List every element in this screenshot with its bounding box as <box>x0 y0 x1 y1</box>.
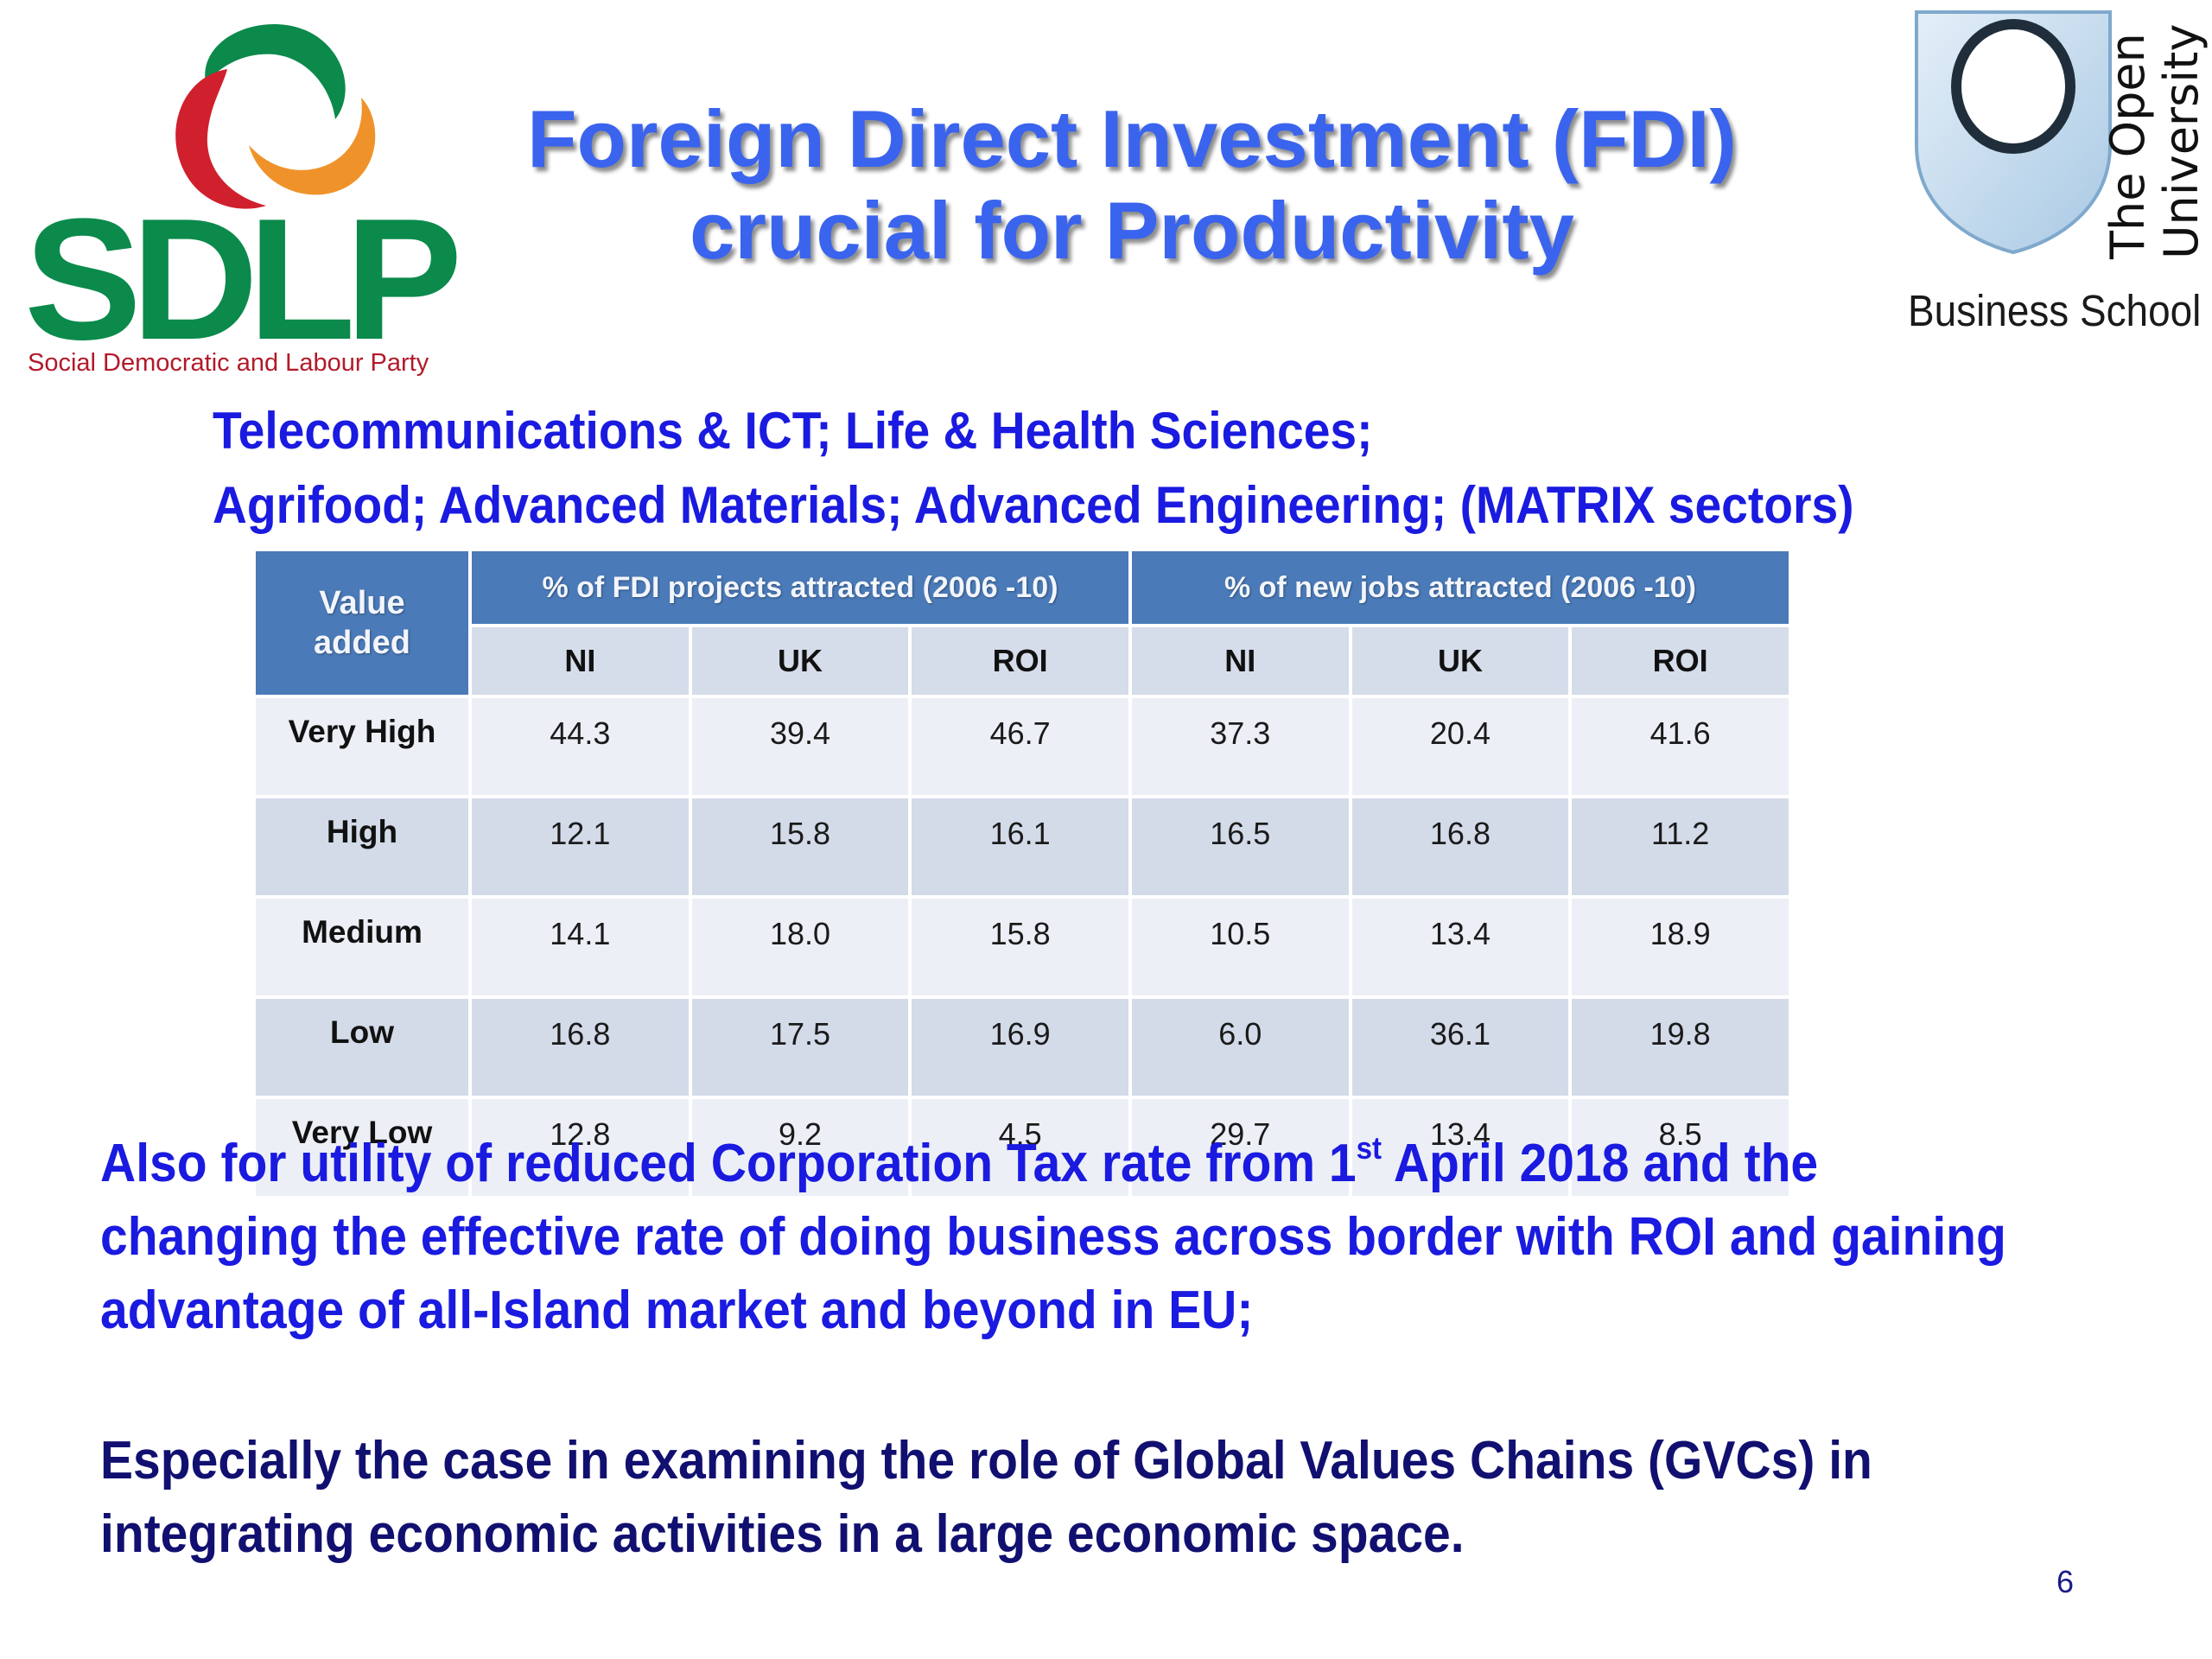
subheader-uk: UK <box>691 627 909 695</box>
corporation-tax-paragraph: Also for utility of reduced Corporation … <box>100 1127 2122 1347</box>
table-cell: 16.5 <box>1131 798 1349 895</box>
row-label: High <box>256 798 468 895</box>
subheader-ni: NI <box>472 627 689 695</box>
corner-line1: Value <box>319 585 405 621</box>
table-cell: 6.0 <box>1131 999 1349 1096</box>
paragraph1-line2: changing the effective rate of doing bus… <box>100 1207 2006 1267</box>
table-cell: 16.9 <box>912 999 1128 1096</box>
table-cell: 16.1 <box>912 798 1128 895</box>
table-cell: 13.4 <box>1351 899 1569 995</box>
row-label: Very Low <box>256 1099 468 1196</box>
table-cell: 44.3 <box>472 698 689 795</box>
table-cell: 8.5 <box>1572 1099 1789 1196</box>
gvc-paragraph: Especially the case in examining the rol… <box>100 1424 2122 1571</box>
table-cell: 16.8 <box>1351 798 1569 895</box>
paragraph1-line1-before: Also for utility of reduced Corporation … <box>100 1134 1357 1193</box>
table-cell: 41.6 <box>1572 698 1789 795</box>
slide-title-line1: Foreign Direct Investment (FDI) <box>527 93 1737 184</box>
table-row: Medium 14.1 18.0 15.8 10.5 13.4 18.9 <box>256 899 1789 995</box>
row-label: Very High <box>256 698 468 795</box>
ou-name-line1: The Open <box>2101 33 2155 259</box>
table-cell: 15.8 <box>912 899 1128 995</box>
table-cell: 18.0 <box>691 899 909 995</box>
group-header-projects: % of FDI projects attracted (2006 -10) <box>472 551 1128 624</box>
sectors-line2: Agrifood; Advanced Materials; Advanced E… <box>213 476 1854 534</box>
table-cell: 29.7 <box>1131 1099 1349 1196</box>
table-cell: 36.1 <box>1351 999 1569 1096</box>
subheader-roi: ROI <box>1572 627 1789 695</box>
table-cell: 16.8 <box>472 999 689 1096</box>
table-cell: 39.4 <box>691 698 909 795</box>
slide-title: Foreign Direct Investment (FDI) crucial … <box>484 93 1780 276</box>
table-cell: 19.8 <box>1572 999 1789 1096</box>
sdlp-tagline: Social Democratic and Labour Party <box>28 349 429 377</box>
sdlp-wordmark: SDLP <box>24 183 462 376</box>
open-university-logo: The Open University Business School <box>1901 7 2212 353</box>
table-cell: 37.3 <box>1131 698 1349 795</box>
paragraph1-line1: Also for utility of reduced Corporation … <box>100 1127 1961 1200</box>
table-cell: 4.5 <box>912 1099 1128 1196</box>
ordinal-superscript: st <box>1356 1130 1382 1166</box>
subheader-roi: ROI <box>912 627 1128 695</box>
group-header-jobs: % of new jobs attracted (2006 -10) <box>1131 551 1789 624</box>
sdlp-emblem-icon <box>175 24 376 209</box>
page-number: 6 <box>2056 1564 2075 1599</box>
corner-line2: added <box>314 625 410 661</box>
table-cell: 12.8 <box>472 1099 689 1196</box>
subheader-ni: NI <box>1131 627 1349 695</box>
fdi-table: Value added % of FDI projects attracted … <box>252 548 1792 1199</box>
paragraph1-line1-after: April 2018 and the <box>1382 1134 1819 1193</box>
ou-shield-icon <box>1915 10 2112 255</box>
paragraph2-line1: Especially the case in examining the rol… <box>100 1431 1872 1491</box>
table-cell: 14.1 <box>472 899 689 995</box>
table-row: Very High 44.3 39.4 46.7 37.3 20.4 41.6 <box>256 698 1789 795</box>
table-cell: 11.2 <box>1572 798 1789 895</box>
row-label: Medium <box>256 899 468 995</box>
subheader-uk: UK <box>1351 627 1569 695</box>
table-cell: 46.7 <box>912 698 1128 795</box>
table-cell: 9.2 <box>691 1099 909 1196</box>
table-cell: 12.1 <box>472 798 689 895</box>
sdlp-logo: SDLP Social Democratic and Labour Party <box>24 16 491 378</box>
paragraph2-line2: integrating economic activities in a lar… <box>100 1504 1465 1564</box>
ou-school: Business School <box>1908 286 2202 335</box>
sectors-text: Telecommunications & ICT; Life & Health … <box>213 394 1997 543</box>
table-row: High 12.1 15.8 16.1 16.5 16.8 11.2 <box>256 798 1789 895</box>
paragraph1-line3: advantage of all-Island market and beyon… <box>100 1281 1254 1340</box>
table-cell: 20.4 <box>1351 698 1569 795</box>
table-cell: 10.5 <box>1131 899 1349 995</box>
table-cell: 13.4 <box>1351 1099 1569 1196</box>
row-label: Low <box>256 999 468 1096</box>
sectors-line1: Telecommunications & ICT; Life & Health … <box>213 402 1373 460</box>
ou-name: The Open University <box>2101 24 2209 259</box>
table-row: Very Low 12.8 9.2 4.5 29.7 13.4 8.5 <box>256 1099 1789 1196</box>
table-cell: 17.5 <box>691 999 909 1096</box>
table-cell: 18.9 <box>1572 899 1789 995</box>
table-cell: 15.8 <box>691 798 909 895</box>
ou-name-line2: University <box>2154 23 2209 259</box>
table-corner-header: Value added <box>256 551 468 695</box>
table-row: Low 16.8 17.5 16.9 6.0 36.1 19.8 <box>256 999 1789 1096</box>
slide-title-line2: crucial for Productivity <box>690 185 1574 276</box>
